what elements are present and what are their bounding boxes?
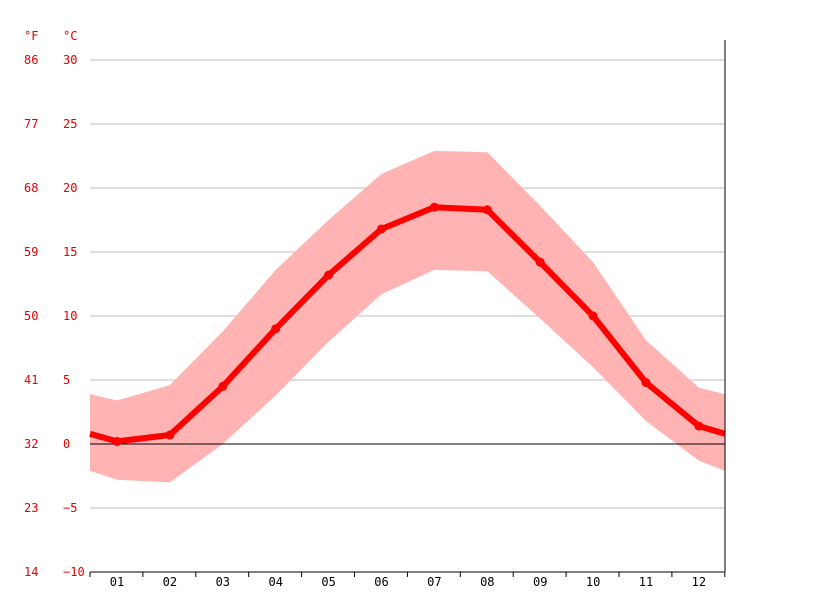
data-point-04 <box>271 324 281 334</box>
celsius-tick-label: 20 <box>63 181 77 195</box>
data-point-05 <box>324 270 334 280</box>
celsius-tick-label: 0 <box>63 437 70 451</box>
series-line <box>89 204 726 445</box>
axis-labels: °F °C 86 30 77 25 68 20 59 15 50 10 41 5 32 0 23 −5 14 −1… <box>24 29 706 589</box>
fahrenheit-tick-label: 23 <box>24 501 38 515</box>
month-tick-label: 10 <box>586 575 600 589</box>
celsius-tick-label: 10 <box>63 309 77 323</box>
data-point-12 <box>694 421 704 431</box>
range-band-area <box>90 150 725 483</box>
data-point-02 <box>165 430 175 440</box>
celsius-tick-label: 15 <box>63 245 77 259</box>
month-tick-label: 11 <box>639 575 653 589</box>
fahrenheit-tick-label: 32 <box>24 437 38 451</box>
data-point-11 <box>641 378 651 388</box>
fahrenheit-tick-label: 14 <box>24 565 38 579</box>
fahrenheit-tick-label: 77 <box>24 117 38 131</box>
month-tick-label: 06 <box>374 575 388 589</box>
month-tick-label: 04 <box>268 575 282 589</box>
celsius-tick-label: −5 <box>63 501 77 515</box>
month-tick-label: 07 <box>427 575 441 589</box>
axes <box>89 40 726 577</box>
celsius-unit-label: °C <box>63 29 77 43</box>
celsius-tick-label: 25 <box>63 117 77 131</box>
data-point-01 <box>112 436 122 446</box>
month-tick-label: 08 <box>480 575 494 589</box>
temperature-range-band <box>90 150 725 483</box>
fahrenheit-tick-label: 59 <box>24 245 38 259</box>
data-point-06 <box>377 224 386 234</box>
month-tick-label: 03 <box>216 575 230 589</box>
fahrenheit-tick-label: 50 <box>24 309 38 323</box>
celsius-tick-label: −10 <box>63 565 85 579</box>
fahrenheit-tick-label: 86 <box>24 53 38 67</box>
temperature-line-series <box>89 202 726 446</box>
fahrenheit-tick-label: 68 <box>24 181 38 195</box>
data-point-07 <box>429 202 439 212</box>
month-tick-label: 01 <box>110 575 124 589</box>
data-point-08 <box>482 205 492 215</box>
data-point-10 <box>588 311 598 321</box>
fahrenheit-tick-label: 41 <box>24 373 38 387</box>
fahrenheit-unit-label: °F <box>24 29 38 43</box>
month-tick-label: 09 <box>533 575 547 589</box>
celsius-tick-label: 30 <box>63 53 77 67</box>
month-tick-label: 02 <box>163 575 177 589</box>
celsius-tick-label: 5 <box>63 373 70 387</box>
month-tick-label: 12 <box>692 575 706 589</box>
data-point-03 <box>218 381 228 391</box>
data-point-09 <box>535 257 545 267</box>
month-tick-label: 05 <box>321 575 335 589</box>
